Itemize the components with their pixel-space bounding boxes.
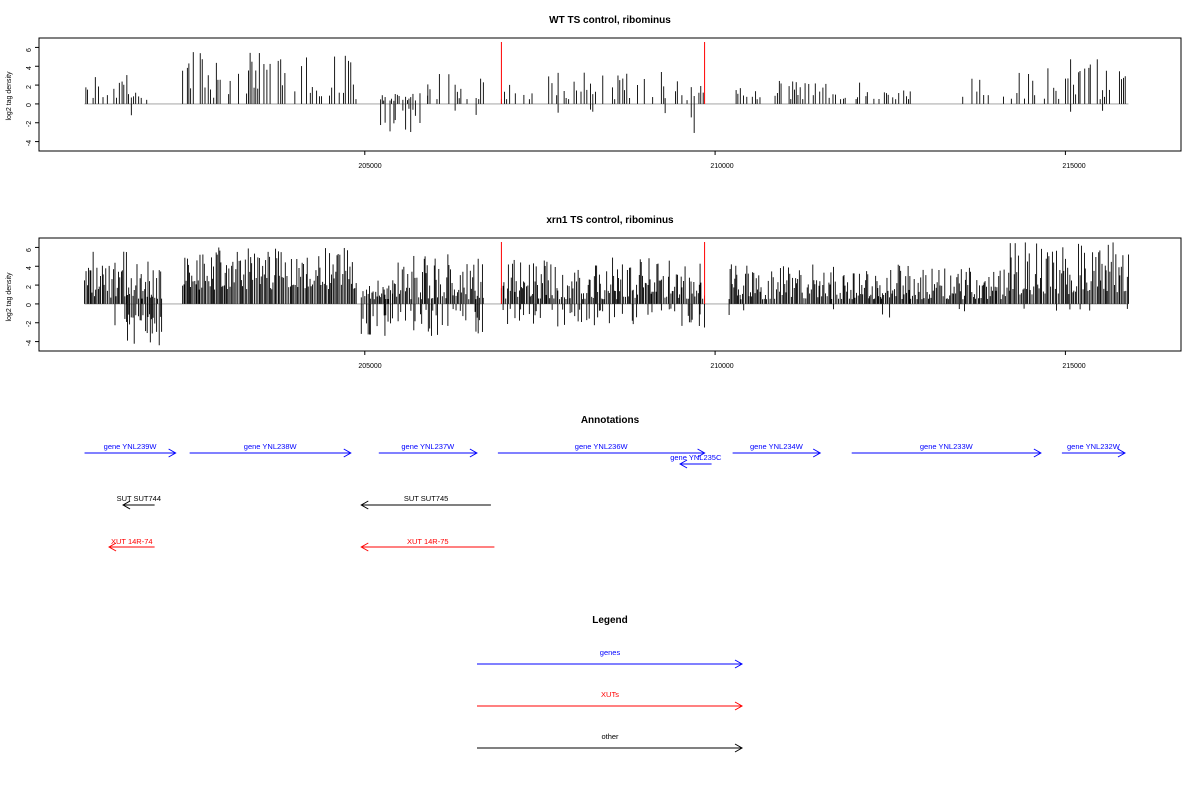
- y-tick-label: 6: [26, 48, 33, 52]
- axis-ticks: [35, 46, 1066, 155]
- annotation-arrow: [84, 448, 177, 458]
- x-tick-label: 205000: [358, 363, 381, 370]
- x-tick-label: 210000: [710, 163, 733, 170]
- annotation-arrow: [108, 542, 155, 552]
- annotation-label: gene YNL232W: [1067, 442, 1121, 451]
- x-tick-label: 215000: [1062, 363, 1085, 370]
- annotation-label: gene YNL233W: [920, 442, 974, 451]
- annotation-arrow: [1061, 448, 1126, 458]
- legend-panel: Legend genes XUTs other: [477, 615, 744, 753]
- annotation-arrow: [378, 448, 478, 458]
- legend-label: other: [601, 732, 619, 741]
- y-tick-label: 4: [26, 266, 33, 270]
- y-tick-label: -4: [26, 340, 33, 346]
- y-tick-label: 2: [26, 285, 33, 289]
- density-bars: [84, 242, 1129, 346]
- annotation-arrow: [732, 448, 822, 458]
- y-tick-label: 0: [26, 303, 33, 307]
- y-tick-label: -4: [26, 140, 33, 146]
- axis-ticks: [35, 246, 1066, 355]
- annotation-arrow: [851, 448, 1042, 458]
- annotation-label: gene YNL237W: [401, 442, 455, 451]
- plot-title: xrn1 TS control, ribominus: [546, 215, 674, 226]
- x-tick-label: 215000: [1062, 163, 1085, 170]
- legend-arrow: [477, 659, 744, 669]
- annotation-arrow: [122, 500, 155, 510]
- plot-panel-wt: WT TS control, ribominus log2 tag densit…: [6, 15, 1182, 170]
- y-axis-label: log2 tag density: [6, 71, 13, 121]
- plot-title: WT TS control, ribominus: [549, 15, 671, 26]
- annotation-arrow: [360, 542, 495, 552]
- legend-label: XUTs: [601, 690, 619, 699]
- y-tick-label: 4: [26, 66, 33, 70]
- annotations-title: Annotations: [581, 415, 640, 426]
- y-tick-label: 2: [26, 85, 33, 89]
- plot-panel-xrn1: xrn1 TS control, ribominus log2 tag dens…: [6, 215, 1182, 370]
- plot-frame: [38, 37, 1182, 152]
- y-tick-label: 6: [26, 248, 33, 252]
- x-tick-label: 205000: [358, 163, 381, 170]
- annotation-label: gene YNL238W: [244, 442, 298, 451]
- annotations-panel: Annotations gene YNL239W gene YNL238W gene…: [84, 415, 1126, 552]
- annotation-label: XUT 14R-75: [407, 537, 449, 546]
- y-tick-label: -2: [26, 121, 33, 127]
- annotation-label: SUT SUT744: [117, 494, 161, 503]
- annotation-arrow: [360, 500, 491, 510]
- y-tick-label: -2: [26, 321, 33, 327]
- y-axis-label: log2 tag density: [6, 272, 13, 322]
- legend-title: Legend: [592, 615, 628, 626]
- annotation-label: SUT SUT745: [404, 494, 448, 503]
- legend-arrow: [477, 743, 744, 753]
- legend-label: genes: [600, 648, 621, 657]
- annotation-arrow: [497, 448, 706, 458]
- annotation-label: gene YNL235C: [670, 453, 722, 462]
- y-tick-label: 0: [26, 103, 33, 107]
- legend-arrow: [477, 701, 744, 711]
- annotation-arrow: [189, 448, 352, 458]
- annotation-label: gene YNL234W: [750, 442, 804, 451]
- annotation-arrow: [679, 459, 712, 469]
- annotation-label: XUT 14R-74: [111, 537, 153, 546]
- annotation-label: gene YNL239W: [104, 442, 158, 451]
- x-tick-label: 210000: [710, 363, 733, 370]
- annotation-label: gene YNL236W: [575, 442, 629, 451]
- density-bars: [84, 42, 1129, 133]
- plot-frame: [38, 237, 1182, 352]
